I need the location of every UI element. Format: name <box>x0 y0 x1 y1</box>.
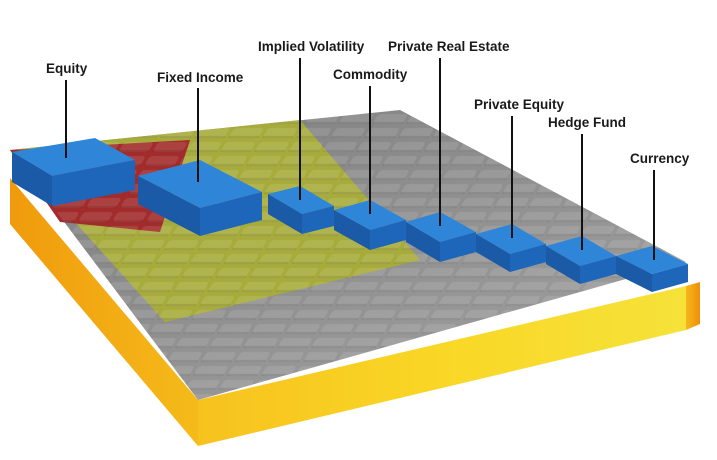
label-fixed-income: Fixed Income <box>157 70 244 85</box>
label-equity: Equity <box>46 61 88 76</box>
block-commodity <box>334 200 406 250</box>
block-currency <box>616 246 688 292</box>
label-hedge-fund: Hedge Fund <box>548 115 626 130</box>
label-private-real-estate: Private Real Estate <box>388 39 510 54</box>
block-equity <box>12 138 135 206</box>
labels: Equity Fixed Income Implied Volatility C… <box>46 39 690 166</box>
leader-lines <box>65 58 655 260</box>
block-private-real-estate <box>406 212 476 262</box>
label-currency: Currency <box>630 151 690 166</box>
slab-right-side <box>686 282 700 330</box>
label-implied-volatility: Implied Volatility <box>258 39 365 54</box>
block-private-equity <box>476 224 546 272</box>
block-fixed-income <box>138 160 262 236</box>
block-hedge-fund <box>546 236 616 284</box>
label-commodity: Commodity <box>333 67 408 82</box>
asset-blocks <box>12 138 688 292</box>
slab-front-side <box>198 286 686 446</box>
label-private-equity: Private Equity <box>474 97 565 112</box>
slab-left-side <box>10 178 198 446</box>
base-slab <box>10 178 700 446</box>
